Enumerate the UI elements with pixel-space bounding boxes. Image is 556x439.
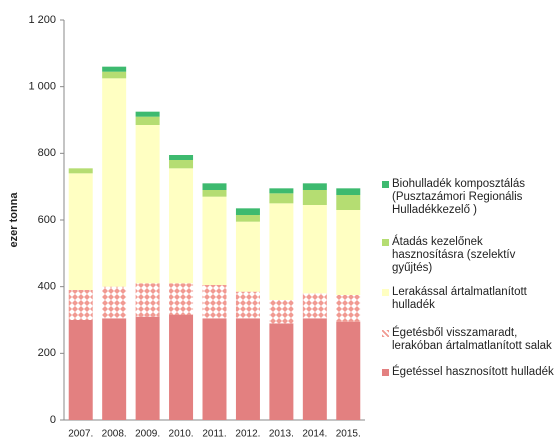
y-tick-label: 1 000 bbox=[28, 81, 56, 93]
bar-segment bbox=[235, 221, 260, 292]
bar-segment bbox=[202, 285, 227, 319]
bar-segment bbox=[336, 295, 361, 322]
bar-segment bbox=[336, 188, 361, 195]
bar-segment bbox=[135, 283, 160, 317]
bar-segment bbox=[336, 210, 361, 295]
bar-segment bbox=[235, 215, 260, 222]
legend-swatch bbox=[382, 239, 389, 246]
y-tick-label: 1 200 bbox=[28, 14, 56, 26]
legend-swatch bbox=[382, 369, 389, 376]
bar-segment bbox=[102, 286, 127, 319]
x-tick-label: 2012. bbox=[235, 429, 260, 439]
bar-segment bbox=[135, 125, 160, 284]
bar-segment bbox=[336, 321, 361, 420]
x-tick-label: 2011. bbox=[202, 429, 226, 439]
x-tick-label: 2013. bbox=[269, 429, 294, 439]
bar-segment bbox=[269, 193, 294, 204]
legend-label: Égetésből visszamaradt, lerakóban ártalm… bbox=[392, 327, 552, 352]
x-tick-label: 2014. bbox=[302, 429, 327, 439]
bar-segment bbox=[202, 196, 227, 285]
y-tick-label: 800 bbox=[38, 147, 56, 159]
bar-segment bbox=[68, 168, 93, 174]
x-tick-label: 2010. bbox=[169, 429, 194, 439]
legend-label: Átadás kezelőnek hasznosításra (szelektí… bbox=[392, 236, 516, 274]
legend-swatch bbox=[382, 330, 389, 337]
bar-segment bbox=[235, 208, 260, 215]
bar-segment bbox=[102, 318, 127, 420]
legend-label: Égetéssel hasznosított hulladék bbox=[392, 366, 554, 378]
bar-segment bbox=[169, 168, 194, 284]
x-tick-label: 2007. bbox=[68, 429, 93, 439]
bar-segment bbox=[68, 290, 93, 320]
bar-segment bbox=[202, 190, 227, 197]
y-tick-label: 400 bbox=[38, 281, 56, 293]
bar-segment bbox=[269, 188, 294, 194]
bar-segment bbox=[169, 315, 194, 420]
y-tick-label: 0 bbox=[50, 414, 56, 426]
bar-segment bbox=[135, 116, 160, 125]
legend-label: Biohulladék komposztálás (Pusztazámori R… bbox=[392, 178, 525, 216]
bar-segment bbox=[135, 111, 160, 117]
bar-segment bbox=[135, 316, 160, 420]
bar-segment bbox=[302, 190, 327, 205]
bar-segment bbox=[202, 318, 227, 420]
bar-segment bbox=[302, 205, 327, 294]
bar-segment bbox=[302, 183, 327, 190]
bar-segment bbox=[169, 160, 194, 169]
bar-segment bbox=[102, 66, 127, 72]
y-tick-label: 200 bbox=[38, 347, 56, 359]
bar-segment bbox=[202, 183, 227, 190]
bar-segment bbox=[302, 318, 327, 420]
legend-swatch bbox=[382, 289, 389, 296]
bar-segment bbox=[169, 155, 194, 160]
y-tick-label: 600 bbox=[38, 214, 56, 226]
bar-segment bbox=[102, 78, 127, 287]
bar-segment bbox=[235, 291, 260, 319]
bar-segment bbox=[336, 195, 361, 210]
bar-segment bbox=[235, 318, 260, 420]
bar-segment bbox=[68, 320, 93, 420]
bar-segment bbox=[169, 283, 194, 315]
bar-segment bbox=[269, 323, 294, 420]
legend-label: Lerakással ártalmatlanított hulladék bbox=[392, 286, 527, 311]
bar-segment bbox=[302, 293, 327, 319]
bar-segment bbox=[68, 173, 93, 290]
y-axis-label: ezer tonna bbox=[8, 192, 20, 248]
x-tick-label: 2009. bbox=[135, 429, 160, 439]
legend-swatch bbox=[382, 181, 389, 188]
bar-segment bbox=[269, 300, 294, 324]
bar-segment bbox=[102, 71, 127, 79]
bar-segment bbox=[269, 203, 294, 300]
x-tick-label: 2008. bbox=[102, 429, 127, 439]
x-tick-label: 2015. bbox=[336, 429, 361, 439]
